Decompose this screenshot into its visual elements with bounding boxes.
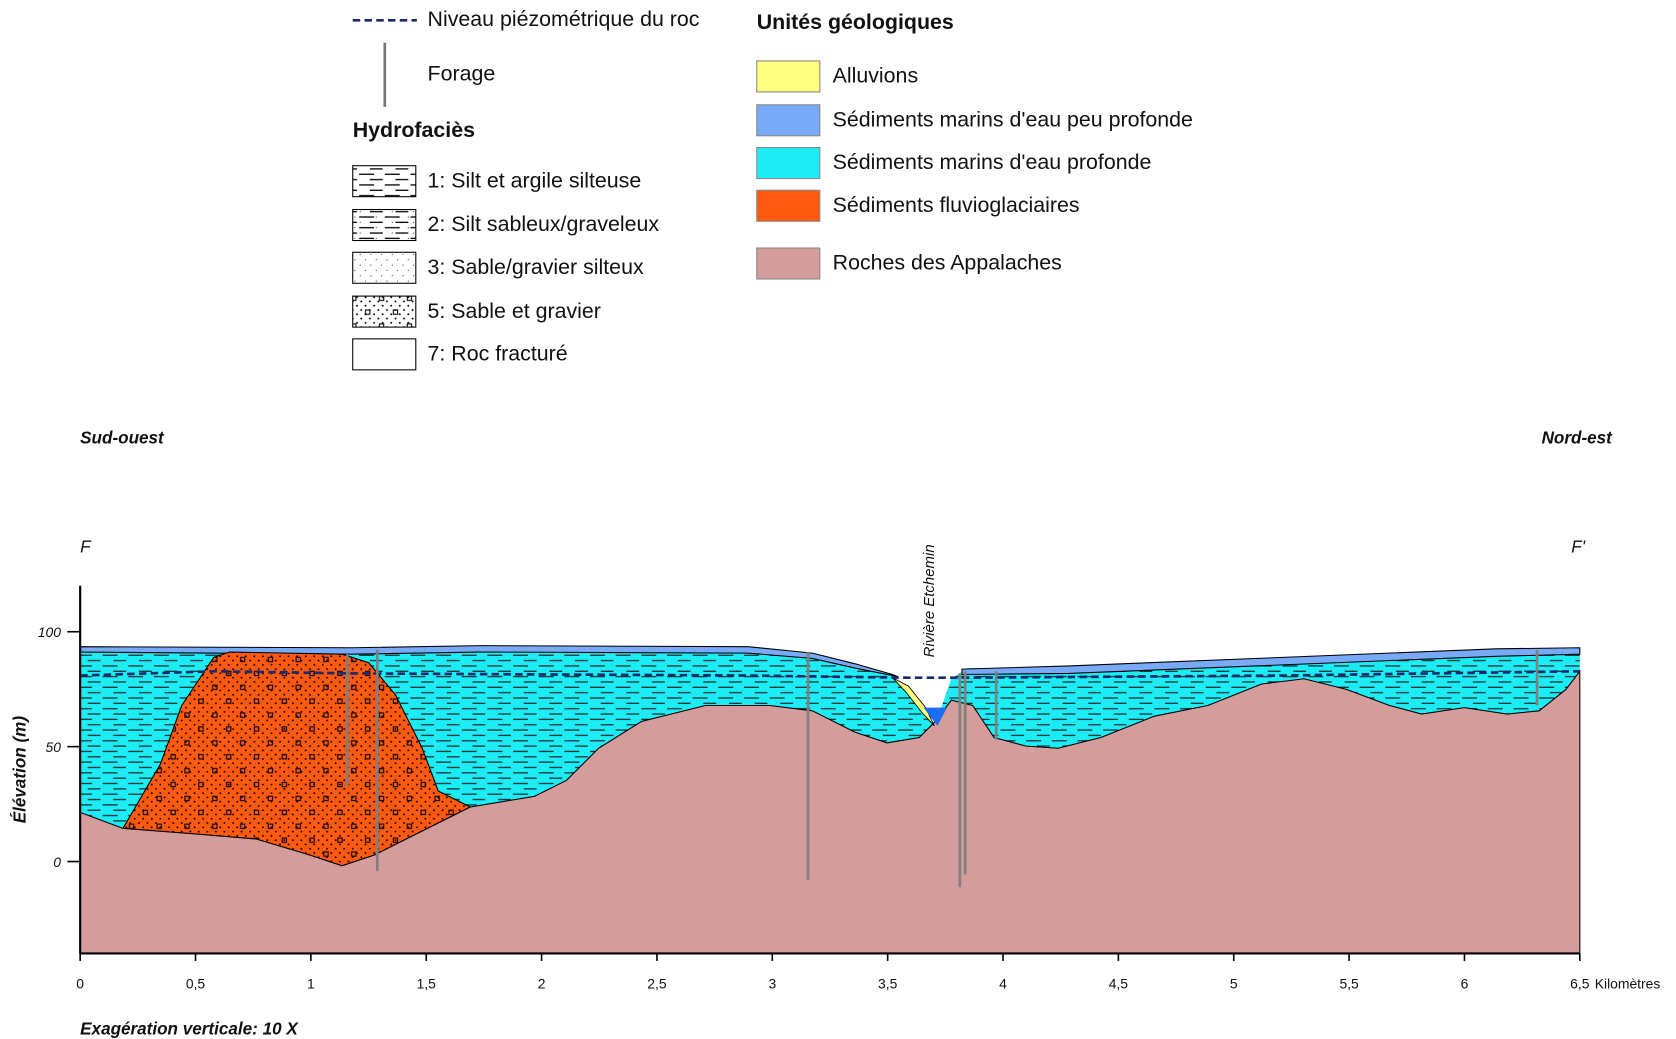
x-tick-label: 4,5	[1109, 976, 1129, 992]
y-axis-label: Élévation (m)	[11, 716, 30, 824]
river-label: Rivière Etchemin	[921, 544, 938, 657]
x-tick-label: 1,5	[417, 976, 437, 992]
section-end: F'	[1571, 538, 1585, 557]
legend-label: Roches des Appalaches	[833, 251, 1062, 275]
legend-label: Niveau piézométrique du roc	[428, 7, 700, 31]
x-tick-label: 0	[76, 976, 84, 992]
note: Exagération verticale: 10 X	[80, 1020, 299, 1039]
legend-label: Sédiments fluvioglaciaires	[833, 193, 1080, 217]
legend-label: 5: Sable et gravier	[428, 299, 601, 323]
legend: Niveau piézométrique du roc Forage Hydro…	[353, 7, 1193, 370]
swatch	[757, 248, 820, 279]
x-tick-label: 5,5	[1339, 976, 1359, 992]
swatch	[353, 296, 416, 327]
x-tick-label: 2,5	[647, 976, 667, 992]
x-tick-label: 1	[307, 976, 315, 992]
x-tick-label: 4	[999, 976, 1007, 992]
legend-label: Sédiments marins d'eau peu profonde	[833, 107, 1193, 131]
cross-section	[80, 646, 1580, 954]
legend-label: 2: Silt sableux/graveleux	[428, 212, 660, 236]
y-tick-label: 50	[45, 739, 61, 755]
swatch	[353, 252, 416, 283]
legend-label: 7: Roc fracturé	[428, 342, 568, 366]
legend-label: 1: Silt et argile silteuse	[428, 168, 642, 192]
legend-title: Unités géologiques	[757, 10, 954, 34]
legend-title: Hydrofaciès	[353, 118, 475, 142]
swatch	[757, 105, 820, 136]
direction: Sud-ouest	[80, 429, 165, 448]
page: Niveau piézométrique du roc Forage Hydro…	[0, 0, 1676, 1039]
swatch	[757, 61, 820, 92]
direction: Nord-est	[1542, 429, 1614, 448]
x-tick-label: 6	[1461, 976, 1469, 992]
legend-label: Sédiments marins d'eau profonde	[833, 150, 1152, 174]
legend-label: Forage	[428, 61, 496, 85]
swatch	[757, 190, 820, 221]
x-tick-label: 3,5	[878, 976, 898, 992]
x-tick-label: 2	[538, 976, 546, 992]
legend-label: Alluvions	[833, 64, 918, 88]
swatch	[353, 339, 416, 370]
y-tick-label: 0	[53, 854, 61, 870]
swatch	[757, 148, 820, 179]
legend-label: 3: Sable/gravier silteux	[428, 255, 644, 279]
swatch	[353, 166, 416, 197]
x-axis-unit: Kilomètres	[1595, 976, 1661, 992]
x-tick-label: 5	[1230, 976, 1238, 992]
x-tick-label: 6,5	[1570, 976, 1590, 992]
x-tick-label: 3	[768, 976, 776, 992]
y-tick-label: 100	[38, 624, 61, 640]
swatch	[353, 210, 416, 241]
section-end: F	[80, 538, 92, 557]
x-tick-label: 0,5	[186, 976, 206, 992]
